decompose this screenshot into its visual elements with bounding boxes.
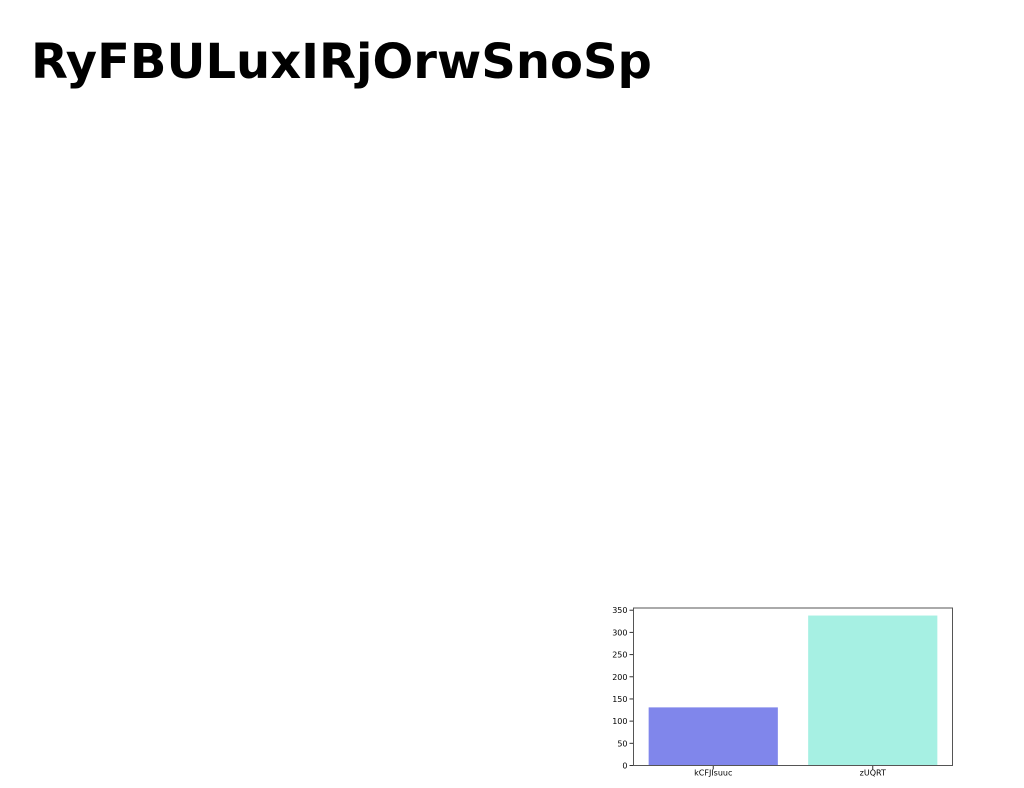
page-title: RyFBULuxIRjOrwSnoSp: [31, 34, 652, 90]
bar: [648, 707, 778, 766]
x-tick-label: zUQRT: [860, 769, 886, 778]
y-tick-label: 0: [622, 762, 627, 771]
y-tick-label: 300: [612, 628, 627, 637]
bar-group: [648, 615, 938, 766]
x-tick-label: kCFJIsuuc: [694, 769, 732, 778]
y-axis: 0 50 100 150 200 250 300 350: [612, 606, 634, 771]
plot-frame: [633, 607, 953, 766]
y-tick-label: 100: [612, 717, 627, 726]
y-tick-label: 250: [612, 651, 627, 660]
bar: [808, 615, 938, 766]
y-tick-label: 350: [612, 606, 627, 615]
x-axis: kCFJIsuuc zUQRT: [694, 765, 886, 778]
bar-chart: 0 50 100 150 200 250 300 350 kCFJIsuuc zUQRT: [590, 600, 970, 782]
y-tick-label: 50: [617, 739, 627, 748]
y-tick-label: 200: [612, 673, 627, 682]
bar-chart-svg: 0 50 100 150 200 250 300 350 kCFJIsuuc zUQRT: [612, 606, 953, 778]
y-tick-label: 150: [612, 695, 627, 704]
